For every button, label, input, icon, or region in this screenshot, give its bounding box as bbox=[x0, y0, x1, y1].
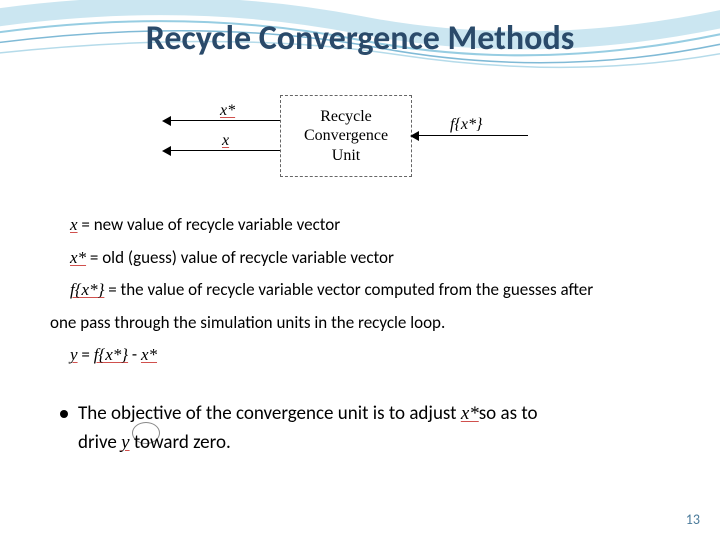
unit-line2: Convergence bbox=[304, 126, 388, 145]
def1-rhs: = new value of recycle variable vector bbox=[78, 214, 341, 235]
obj-1c: so as to bbox=[479, 402, 538, 425]
arrow-left-bottom bbox=[170, 150, 280, 151]
arrow-right-head bbox=[410, 131, 419, 141]
def2-rhs: = old (guess) value of recycle variable … bbox=[86, 247, 394, 268]
obj-2b: y bbox=[121, 432, 129, 453]
diagram-area: Recycle Convergence Unit x* x f{x*} bbox=[0, 90, 720, 190]
def4-r3: x* bbox=[141, 345, 157, 364]
arrow-left-top-head bbox=[162, 116, 171, 126]
slide-title: Recycle Convergence Methods bbox=[0, 18, 720, 59]
unit-box: Recycle Convergence Unit bbox=[280, 95, 412, 177]
def4-r2: - bbox=[128, 344, 141, 365]
obj-2c: toward zero. bbox=[130, 431, 231, 454]
unit-line1: Recycle bbox=[320, 107, 372, 126]
def2-lhs: x* bbox=[70, 248, 86, 267]
arrow-left-top bbox=[170, 120, 280, 121]
def1-lhs: x bbox=[70, 215, 78, 234]
label-fxstar: f{x*} bbox=[450, 116, 482, 134]
def-2: x* = old (guess) value of recycle variab… bbox=[70, 243, 670, 274]
definitions-block: x = new value of recycle variable vector… bbox=[70, 210, 670, 373]
label-x: x bbox=[222, 132, 229, 150]
unit-line3: Unit bbox=[332, 146, 360, 165]
def4-mid: = bbox=[78, 344, 94, 365]
def-4: y = f{x*} - x* bbox=[70, 340, 670, 371]
def3-cont: one pass through the simulation units in… bbox=[50, 312, 445, 333]
obj-1a: The objective of the convergence unit is… bbox=[78, 402, 461, 425]
def-1: x = new value of recycle variable vector bbox=[70, 210, 670, 241]
obj-2a: drive bbox=[78, 431, 121, 454]
def-3: f{x*} = the value of recycle variable ve… bbox=[70, 275, 670, 306]
def3-rhs: = the value of recycle variable vector c… bbox=[104, 279, 593, 300]
def4-lhs: y bbox=[70, 345, 78, 364]
def3-lhs: f{x*} bbox=[70, 280, 104, 299]
def4-r1: f{x*} bbox=[94, 345, 128, 364]
def-3-cont: one pass through the simulation units in… bbox=[50, 308, 670, 339]
page-number: 13 bbox=[686, 511, 700, 528]
bullet-icon bbox=[60, 410, 68, 418]
objective-block: The objective of the convergence unit is… bbox=[60, 400, 660, 457]
label-xstar: x* bbox=[220, 102, 235, 120]
arrow-left-bottom-head bbox=[162, 146, 171, 156]
arrow-right bbox=[418, 135, 528, 136]
obj-1b: x* bbox=[461, 403, 479, 424]
